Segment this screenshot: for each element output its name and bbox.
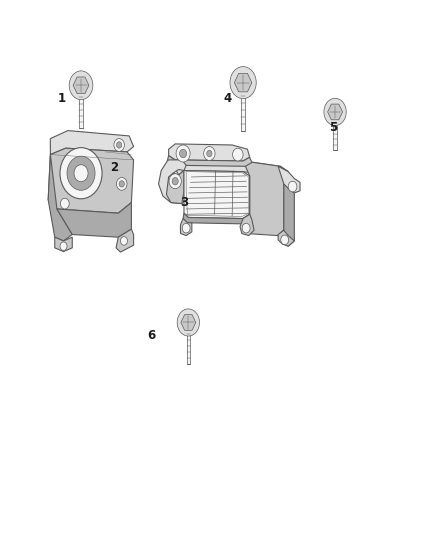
Circle shape [182, 223, 190, 233]
Circle shape [74, 165, 88, 182]
Circle shape [117, 177, 127, 190]
Circle shape [114, 139, 124, 151]
Polygon shape [55, 237, 72, 252]
Polygon shape [48, 148, 134, 213]
Circle shape [60, 198, 69, 209]
Polygon shape [184, 171, 250, 219]
Polygon shape [183, 213, 250, 224]
Circle shape [207, 150, 212, 157]
Circle shape [60, 148, 102, 199]
Circle shape [169, 174, 181, 189]
Text: 4: 4 [224, 92, 232, 105]
Polygon shape [234, 74, 252, 92]
Polygon shape [166, 171, 184, 204]
Polygon shape [180, 219, 192, 236]
Circle shape [60, 242, 67, 251]
Circle shape [120, 237, 127, 245]
Text: 6: 6 [147, 329, 155, 342]
Circle shape [176, 145, 190, 162]
Text: 2: 2 [110, 161, 118, 174]
Circle shape [180, 149, 187, 158]
Polygon shape [241, 83, 245, 131]
Polygon shape [167, 156, 252, 166]
Polygon shape [50, 131, 134, 155]
Polygon shape [328, 104, 343, 120]
Circle shape [117, 142, 122, 148]
Circle shape [281, 235, 289, 245]
Polygon shape [187, 322, 190, 364]
Polygon shape [79, 85, 83, 128]
Polygon shape [48, 155, 72, 241]
Polygon shape [278, 166, 300, 193]
Circle shape [177, 309, 200, 336]
Polygon shape [333, 112, 337, 150]
Circle shape [204, 147, 215, 160]
Polygon shape [243, 161, 288, 236]
Polygon shape [159, 160, 186, 204]
Circle shape [242, 223, 250, 233]
Text: 3: 3 [180, 196, 188, 209]
Text: 5: 5 [329, 122, 337, 134]
Polygon shape [73, 77, 89, 94]
Circle shape [69, 71, 93, 100]
Polygon shape [278, 230, 294, 246]
Circle shape [119, 181, 124, 187]
Circle shape [67, 156, 95, 190]
Text: 1: 1 [57, 92, 65, 105]
Polygon shape [278, 177, 294, 246]
Circle shape [172, 177, 178, 185]
Polygon shape [116, 229, 134, 252]
Polygon shape [240, 214, 254, 236]
Circle shape [230, 67, 256, 99]
Polygon shape [57, 203, 131, 237]
Circle shape [288, 181, 297, 192]
Circle shape [324, 98, 346, 126]
Polygon shape [169, 144, 250, 161]
Circle shape [233, 148, 243, 161]
Polygon shape [181, 314, 196, 330]
Polygon shape [173, 160, 288, 177]
